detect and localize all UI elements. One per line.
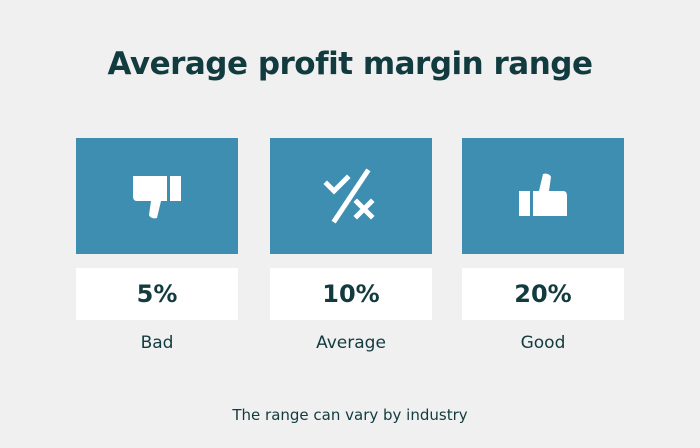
card-icon-box bbox=[462, 138, 624, 254]
card-label: Good bbox=[520, 333, 566, 353]
card-label: Average bbox=[316, 333, 386, 353]
card-good: 20% Good bbox=[462, 138, 624, 353]
value-box: 20% bbox=[462, 268, 624, 320]
value-box: 5% bbox=[76, 268, 238, 320]
card-bad: 5% Bad bbox=[76, 138, 238, 353]
card-label: Bad bbox=[140, 333, 174, 353]
page-title: Average profit margin range bbox=[107, 46, 593, 82]
thumbs-up-icon bbox=[519, 173, 567, 216]
thumbs-down-icon bbox=[133, 176, 181, 219]
card-icon-box bbox=[270, 138, 432, 254]
percent-icon bbox=[323, 168, 375, 224]
footnote: The range can vary by industry bbox=[232, 406, 468, 424]
card-average: 10% Average bbox=[270, 138, 432, 353]
card-icon-box bbox=[76, 138, 238, 254]
value-box: 10% bbox=[270, 268, 432, 320]
